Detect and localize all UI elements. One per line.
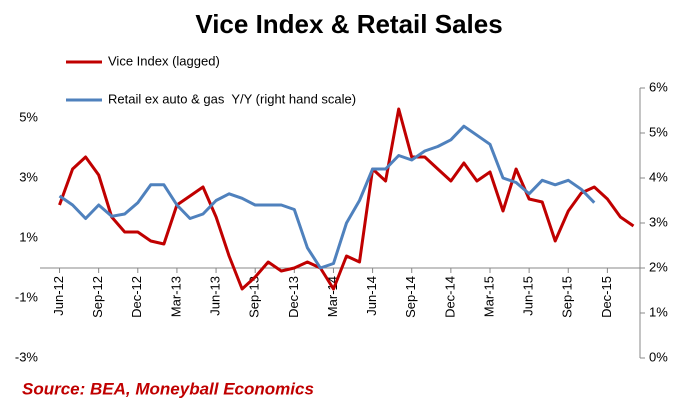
legend-label: Retail ex auto & gas Y/Y (right hand sca…: [108, 91, 356, 106]
y-tick-label: 3%: [19, 169, 38, 184]
x-tick-label: Dec-14: [442, 276, 457, 318]
y2-tick-label: 6%: [649, 79, 668, 94]
y2-tick-label: 1%: [649, 304, 668, 319]
series-line: [58, 124, 596, 270]
x-tick-label: Dec-15: [599, 276, 614, 318]
y2-tick-label: 4%: [649, 169, 668, 184]
y2-tick-label: 0%: [649, 349, 668, 364]
x-tick-label: Mar-13: [168, 276, 183, 317]
y-tick-label: -3%: [15, 349, 39, 364]
x-tick-label: Jun-12: [51, 276, 66, 316]
chart-title: Vice Index & Retail Sales: [195, 9, 502, 39]
y-tick-label: 5%: [19, 109, 38, 124]
y2-tick-label: 3%: [649, 214, 668, 229]
x-tick-label: Sep-14: [403, 276, 418, 318]
x-tick-label: Mar-15: [481, 276, 496, 317]
x-tick-label: Jun-15: [521, 276, 536, 316]
y2-tick-label: 5%: [649, 124, 668, 139]
x-tick-label: Sep-13: [247, 276, 262, 318]
y-tick-label: -1%: [15, 289, 39, 304]
legend-label: Vice Index (lagged): [108, 53, 220, 68]
x-tick-label: Jun-13: [207, 276, 222, 316]
x-tick-label: Jun-14: [364, 276, 379, 316]
x-tick-label: Sep-15: [560, 276, 575, 318]
x-tick-label: Sep-12: [90, 276, 105, 318]
y2-tick-label: 2%: [649, 259, 668, 274]
series-line: [58, 107, 635, 291]
y-tick-label: 1%: [19, 229, 38, 244]
source-note: Source: BEA, Moneyball Economics: [22, 379, 314, 398]
x-tick-label: Dec-13: [286, 276, 301, 318]
x-tick-label: Dec-12: [129, 276, 144, 318]
